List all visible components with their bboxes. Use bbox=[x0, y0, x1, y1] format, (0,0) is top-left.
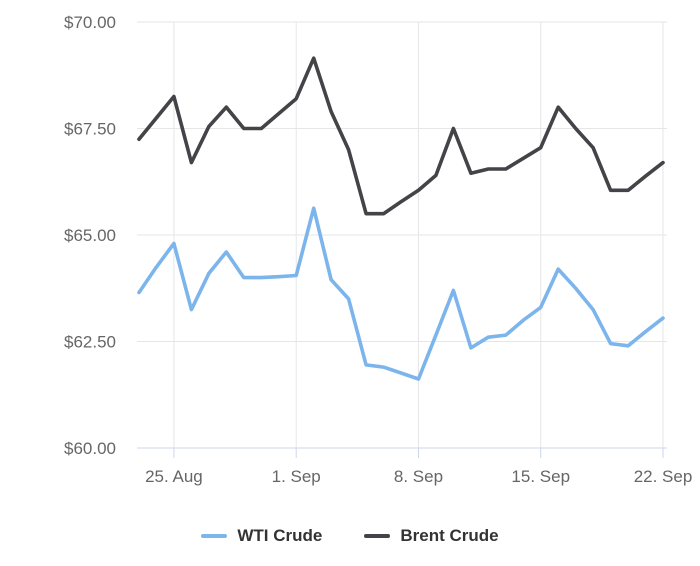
y-axis-label: $67.50 bbox=[64, 120, 116, 139]
wti-line-swatch-icon bbox=[201, 534, 228, 538]
legend-label-wti: WTI Crude bbox=[237, 526, 323, 545]
y-axis-label: $65.00 bbox=[64, 226, 116, 245]
x-axis-label: 25. Aug bbox=[145, 467, 203, 486]
y-axis-label: $62.50 bbox=[64, 333, 116, 352]
x-axis-label: 15. Sep bbox=[511, 467, 570, 486]
y-axis-label: $70.00 bbox=[64, 13, 116, 32]
legend-item-wti[interactable]: WTI Crude bbox=[201, 524, 322, 548]
x-axis-label: 22. Sep bbox=[634, 467, 693, 486]
x-axis-label: 8. Sep bbox=[394, 467, 443, 486]
wti-series-line[interactable] bbox=[137, 206, 665, 381]
x-axis-label: 1. Sep bbox=[272, 467, 321, 486]
y-axis-label: $60.00 bbox=[64, 439, 116, 458]
legend-label-brent: Brent Crude bbox=[400, 526, 499, 545]
legend-item-brent[interactable]: Brent Crude bbox=[364, 524, 499, 548]
brent-series-line[interactable] bbox=[137, 56, 665, 216]
brent-line-swatch-icon bbox=[364, 534, 391, 538]
chart-legend: WTI Crude Brent Crude bbox=[0, 524, 700, 548]
